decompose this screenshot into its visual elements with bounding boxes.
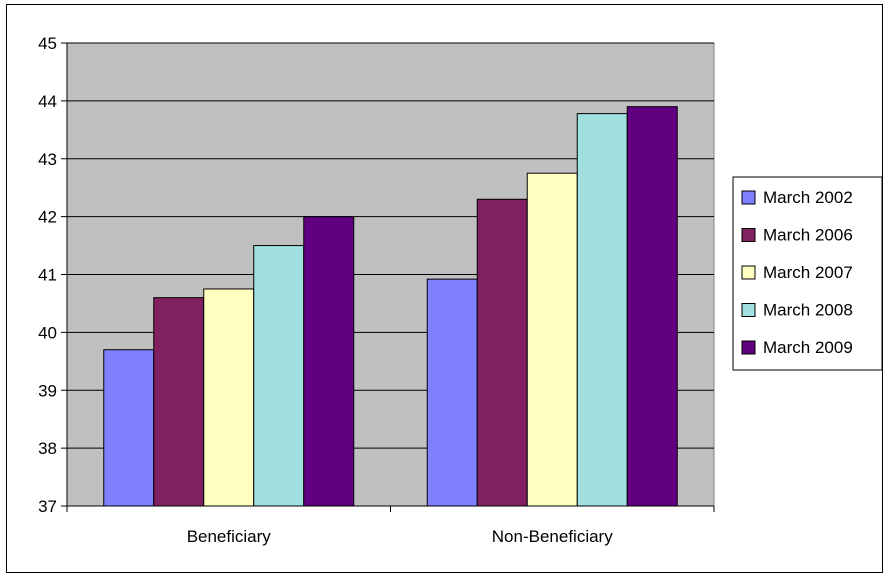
plot-area xyxy=(66,42,715,507)
bar xyxy=(526,172,578,507)
x-category-label: Non-Beneficiary xyxy=(492,527,613,546)
bar xyxy=(253,245,305,507)
legend: March 2002 March 2006 March 2007 March 2008… xyxy=(732,176,883,371)
legend-swatch xyxy=(741,340,756,355)
legend-label: March 2009 xyxy=(763,338,853,357)
legend-swatch xyxy=(741,265,756,280)
y-tick-label: 42 xyxy=(38,208,57,227)
legend-box xyxy=(732,176,883,371)
y-tick-label: 43 xyxy=(38,150,57,169)
bar xyxy=(203,288,255,507)
bar xyxy=(153,297,205,507)
bar xyxy=(576,113,628,507)
bar xyxy=(103,349,155,507)
bar xyxy=(303,216,355,507)
bar xyxy=(476,198,528,507)
legend-label: March 2007 xyxy=(763,263,853,282)
y-tick-label: 44 xyxy=(38,92,57,111)
legend-swatch xyxy=(741,228,756,242)
bar xyxy=(426,278,478,507)
x-category-label: Beneficiary xyxy=(187,527,272,546)
legend-label: March 2002 xyxy=(763,188,853,207)
bar xyxy=(626,106,678,507)
y-tick-label: 37 xyxy=(38,497,57,516)
y-tick-label: 40 xyxy=(38,323,57,342)
legend-label: March 2008 xyxy=(763,301,853,320)
y-tick-label: 45 xyxy=(38,34,57,53)
y-tick-label: 41 xyxy=(38,266,57,285)
legend-swatch xyxy=(741,303,756,317)
axes: 37 38 39 40 41 42 43 44 45 Beneficiary Non-Benefic… xyxy=(38,34,715,546)
legend-swatch xyxy=(741,190,756,205)
legend-label: March 2006 xyxy=(763,226,853,245)
y-tick-label: 39 xyxy=(38,381,57,400)
y-tick-label: 38 xyxy=(38,439,57,458)
